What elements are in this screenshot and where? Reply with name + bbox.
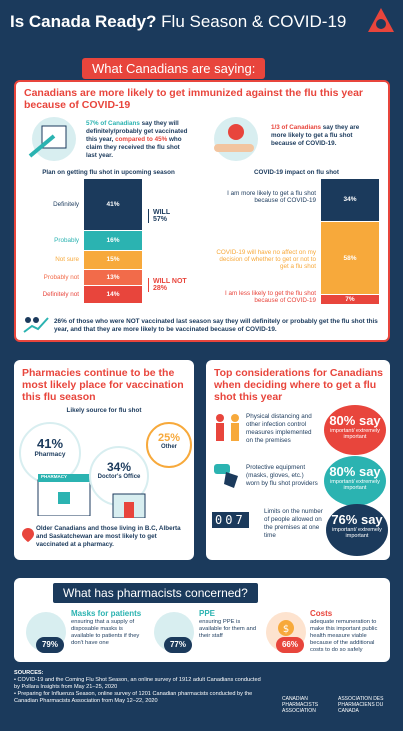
page-title: Is Canada Ready? Flu Season & COVID-19 [10,12,347,31]
consideration-text-3: Limits on the number of people allowed o… [264,508,323,539]
right-bar-label-1: COVID-19 will have no affect on my decis… [216,248,316,270]
concern-text-1: ensuring that a supply of disposable mas… [71,619,140,646]
right-bar-chart: 34% I am more likely to get a flu shot be… [204,179,389,309]
pharmacies-heading: Pharmacies continue to be the most likel… [22,367,184,403]
section-tag-what-canadians-say: What Canadians are saying: [82,58,266,79]
left-bar-3: 13% [84,269,142,286]
pharmacy-building-icon [37,474,91,516]
right-bar-0: 34% [321,179,379,221]
right-bar-2: 7% [321,295,379,305]
doctor-office-icon [112,493,146,518]
considerations-heading: Top considerations for Canadians when de… [214,367,383,403]
ppe-gloves-mask-icon [214,464,238,488]
consideration-badge-1: 80% say important/ extremely important [324,405,386,455]
pharmacies-sub: Likely source for flu shot [66,407,142,414]
concern-title-1: Masks for patients [71,609,142,618]
concern-pct-2: 77% [164,637,192,653]
physical-distancing-icon [216,414,239,441]
section-tag-concerns: What has pharmacists concerned? [52,582,259,604]
left-bar-label-1: Probably [54,236,79,244]
concern-pct-1: 79% [36,637,64,653]
people-counter: 007 [212,512,249,528]
svg-text:$: $ [283,624,289,635]
section-considerations: Top considerations for Canadians when de… [206,360,390,560]
concerns-row: 79% Masks for patients ensuring that a s… [14,604,390,662]
pharmacy-note: Older Canadians and those living in B.C,… [36,525,181,548]
left-stat-text: 57% of Canadians say they will definitel… [86,120,188,159]
concern-title-2: PPE [199,609,216,618]
right-chart-title: COVID-19 impact on flu shot [253,169,339,176]
left-bar-2: 15% [84,250,142,269]
virus-warning-icon [368,8,394,32]
header: Is Canada Ready? Flu Season & COVID-19 [0,0,403,44]
left-bar-1: 16% [84,230,142,250]
logo-fr: ASSOCIATION DES PHARMACIENS DU CANADA [338,696,384,714]
section-pharmacies: Pharmacies continue to be the most likel… [14,360,194,560]
pharmacy-circle: 41% Pharmacy [19,422,81,484]
left-bar-0: 41% [84,179,142,230]
left-bar-chart: 41% Definitely 16% Probably 15% Not sure 13% Pr… [16,179,201,309]
consideration-badge-2: 80% say important/ extremely important [324,456,386,506]
sources: SOURCES: • COVID-19 and the Coming Flu S… [14,670,261,704]
left-bar-4: 14% [84,286,142,303]
will-not-label: WILL NOT 28% [148,278,187,292]
right-bar-label-2: I am less likely to get the flu shot bec… [225,290,316,305]
callout-text: 26% of those who were NOT vaccinated las… [54,318,378,333]
consideration-text-1: Physical distancing and other infection … [246,413,312,444]
left-bar-label-4: Definitely not [42,291,79,299]
virus-arm-icon [214,117,258,161]
consideration-text-2: Protective equipment (masks, gloves, etc… [246,464,318,487]
left-bar-label-3: Probably not [43,274,79,282]
left-bar-label-0: Definitely [53,200,79,208]
left-chart-title: Plan on getting flu shot in upcoming sea… [42,169,175,176]
people-chart-icon [23,317,49,333]
concern-title-3: Costs [310,609,333,618]
right-bar-label-0: I am more likely to get a flu shot becau… [227,190,316,205]
location-pin-icon [22,528,34,542]
consideration-badge-3: 76% say important/ extremely important [326,504,388,556]
pharmacy-sign: PHARMACY [41,474,68,479]
left-bar-label-2: Not sure [55,256,79,264]
section-immunization: Canadians are more likely to get immuniz… [14,80,390,342]
other-circle: 25% Other [146,422,192,468]
concern-text-3: adequate remuneration to make this impor… [310,619,378,653]
logo-en: CANADIAN PHARMACISTS ASSOCIATION [282,696,319,714]
right-stat-text: 1/3 of Canadians say they are more likel… [271,124,360,147]
right-bar-1: 58% [321,221,379,295]
concern-text-2: ensuring PPE is available for them and t… [199,619,257,639]
section-heading: Canadians are more likely to get immuniz… [24,87,364,111]
will-label: WILL 57% [148,209,170,223]
syringe-calendar-icon [28,117,76,161]
concern-pct-3: 66% [276,637,304,653]
